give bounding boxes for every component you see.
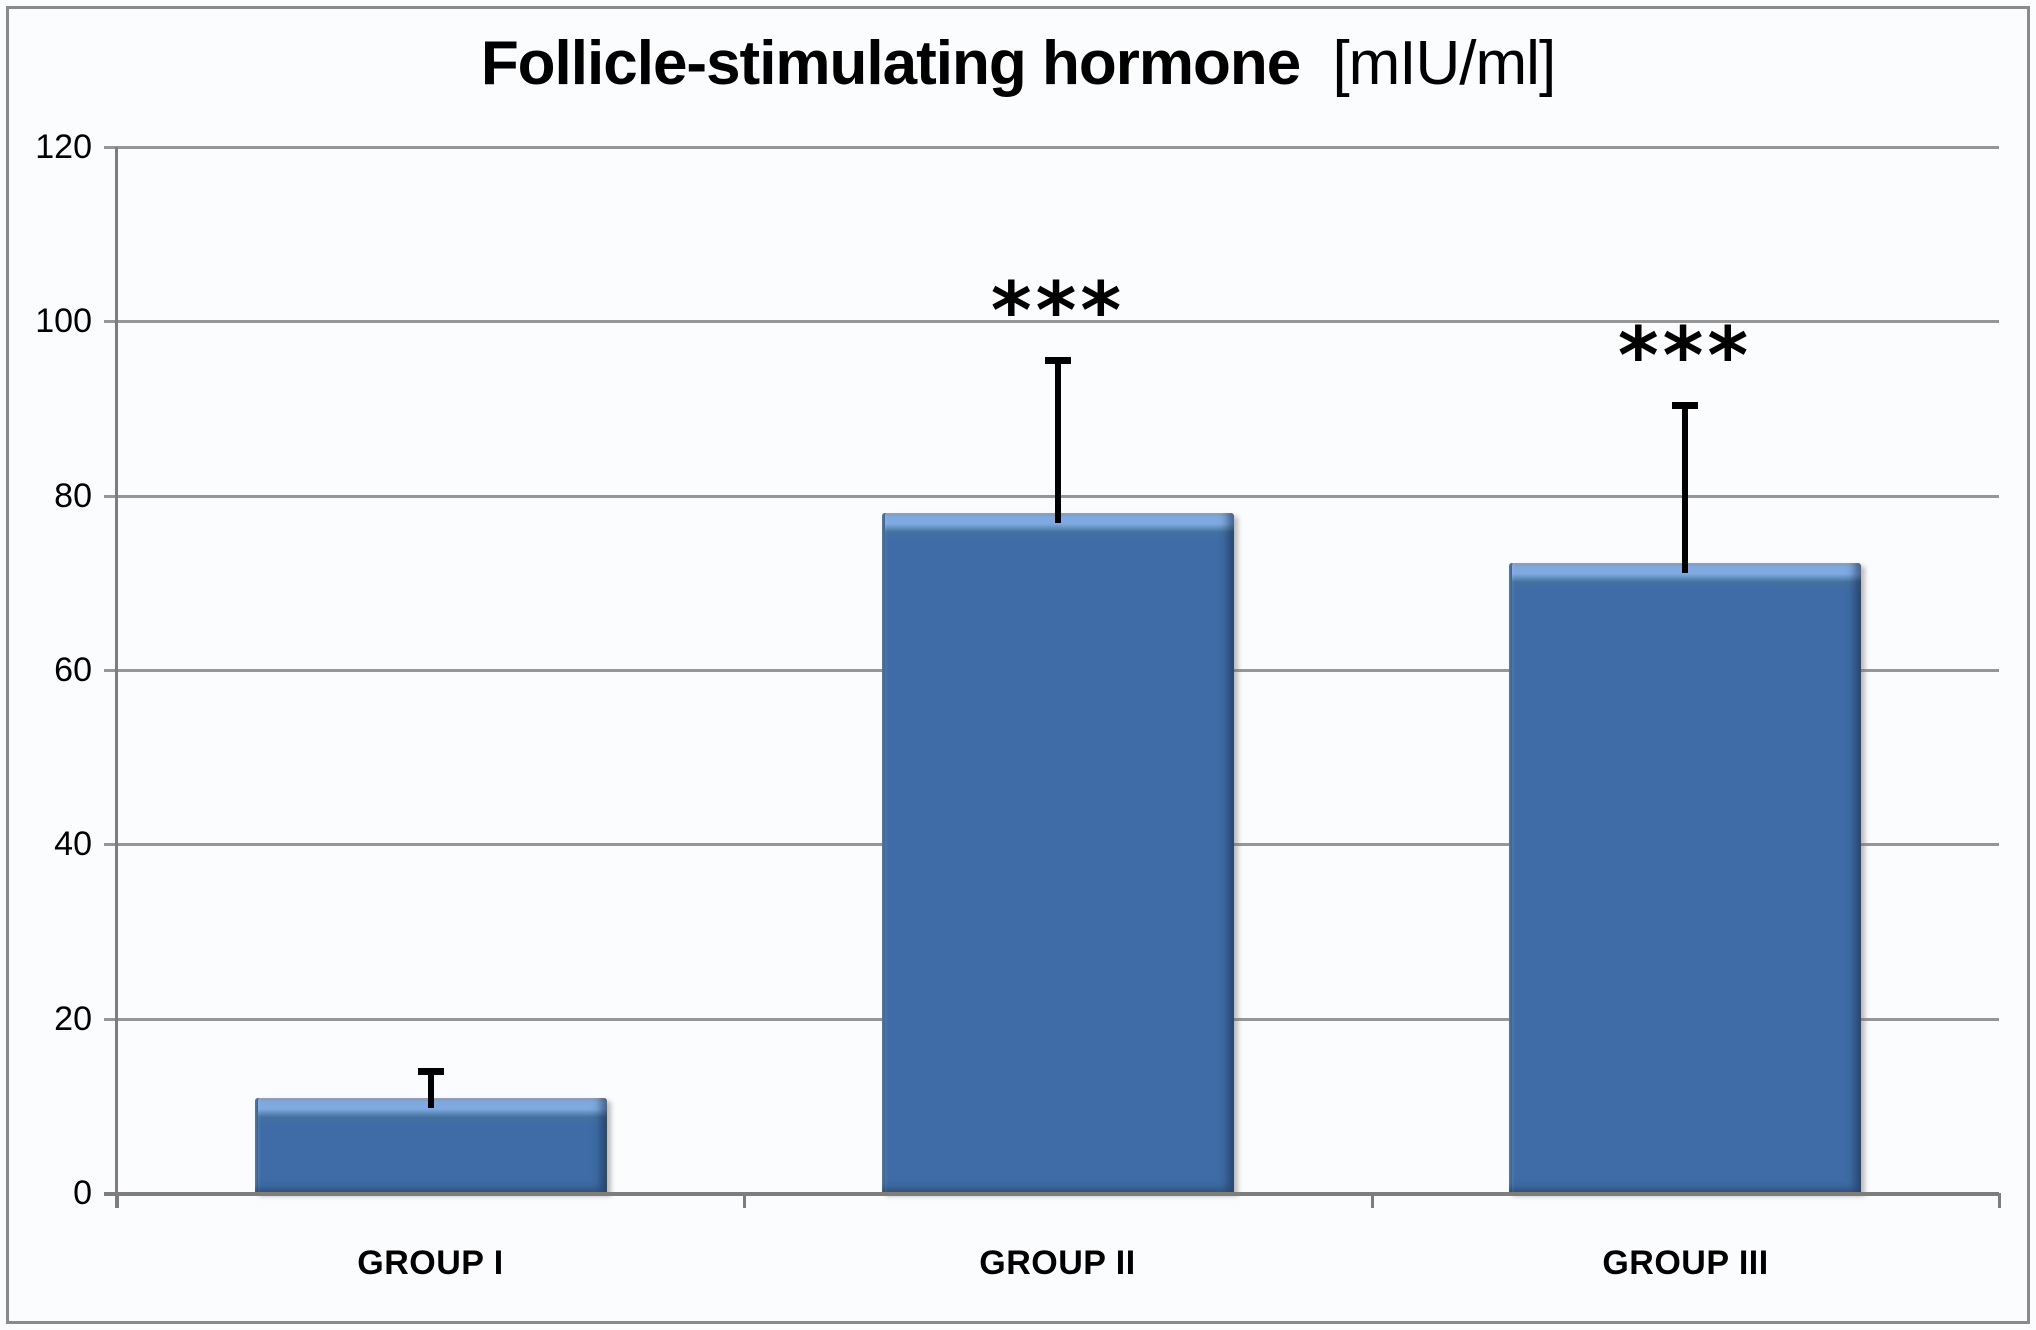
y-gridline-100 [104, 320, 1999, 323]
y-axis-tick-label: 100 [35, 302, 92, 340]
y-axis-line [115, 147, 118, 1208]
error-bar-line-1 [428, 1068, 434, 1108]
chart-title-main: Follicle-stimulating hormone [480, 29, 1301, 98]
category-label-3: GROUP III [1602, 1244, 1769, 1282]
y-axis-tick-label: 60 [54, 651, 92, 689]
error-bar-cap-1 [418, 1068, 444, 1075]
y-gridline-80 [104, 495, 1999, 498]
y-axis-tick-label: 40 [54, 825, 92, 863]
error-bar-line-2 [1055, 357, 1061, 523]
bar-3 [1509, 563, 1861, 1193]
x-axis-category-tick [116, 1193, 119, 1208]
x-axis-category-tick [1371, 1193, 1374, 1208]
error-bar-cap-2 [1045, 357, 1071, 364]
chart-title-unit: [mIU/ml] [1332, 29, 1556, 98]
significance-stars-3: *** [1617, 312, 1753, 402]
error-bar-cap-3 [1672, 402, 1698, 409]
y-axis-tick-label: 0 [73, 1174, 92, 1212]
bar-1 [255, 1098, 607, 1193]
y-axis-tick-label: 120 [35, 128, 92, 166]
chart-title: Follicle-stimulating hormone [mIU/ml] [0, 22, 2036, 106]
error-bar-line-3 [1682, 402, 1688, 573]
y-axis-tick-label: 20 [54, 1000, 92, 1038]
x-axis-category-tick [1998, 1193, 2001, 1208]
x-axis-line [104, 1192, 1999, 1196]
x-axis-category-tick [743, 1193, 746, 1208]
significance-stars-2: *** [990, 267, 1126, 357]
category-label-1: GROUP I [357, 1244, 504, 1282]
y-axis-tick-label: 80 [54, 477, 92, 515]
bar-2 [882, 513, 1234, 1193]
category-label-2: GROUP II [979, 1244, 1136, 1282]
y-gridline-120 [104, 146, 1999, 149]
